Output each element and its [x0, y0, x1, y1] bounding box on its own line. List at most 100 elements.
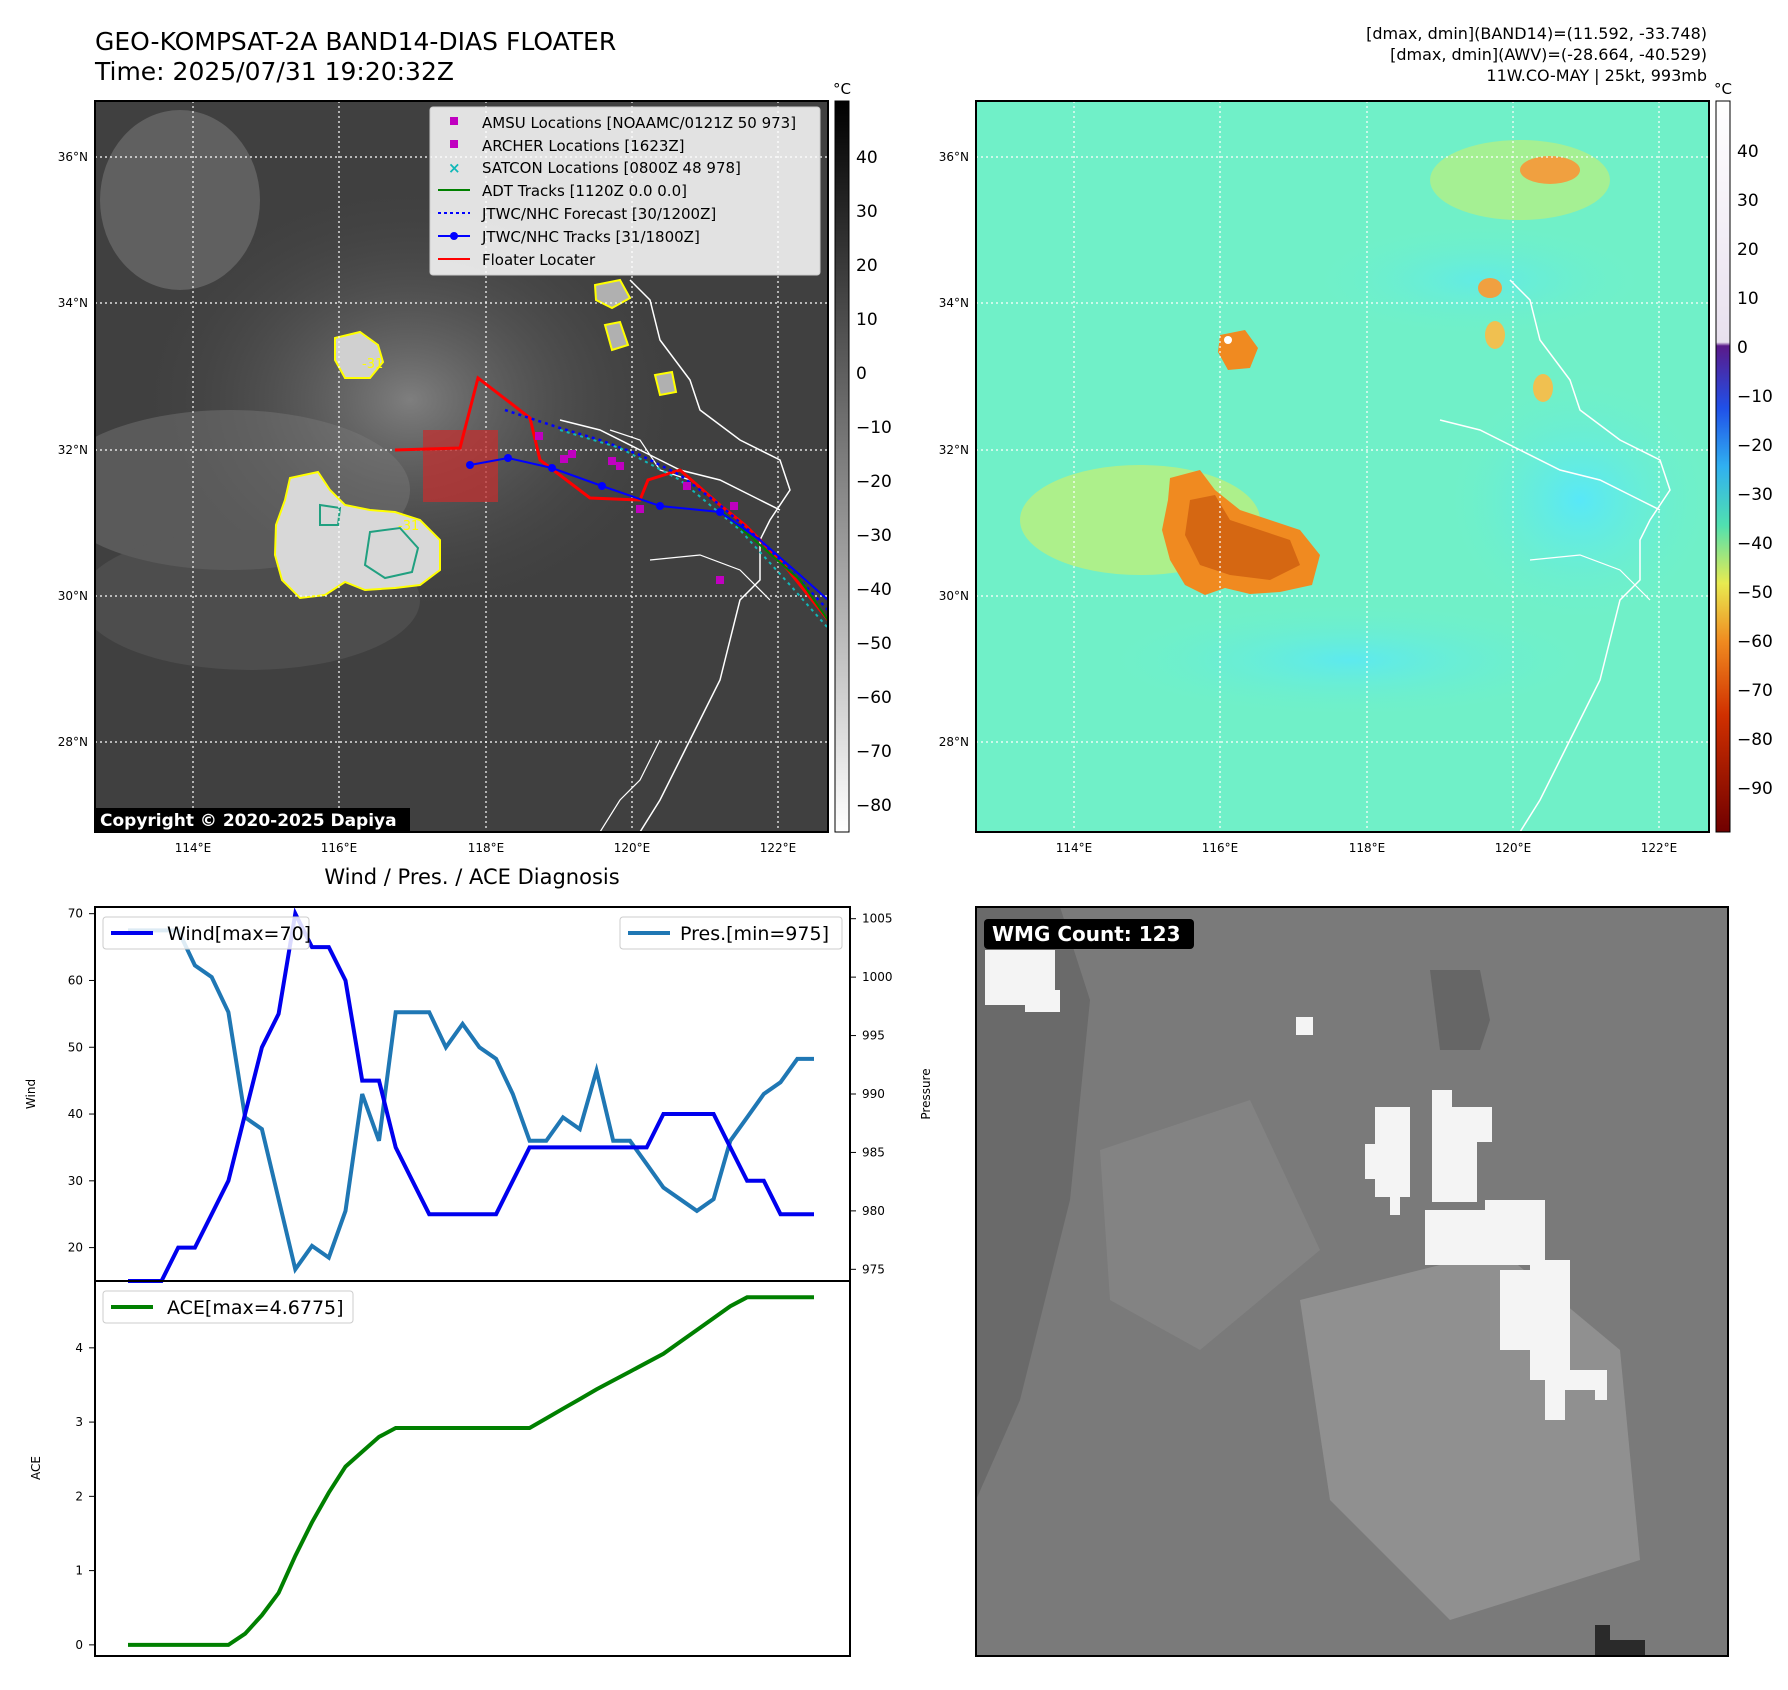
ir-colorbar-unit: °C — [833, 80, 851, 98]
satcon-x-icon: × — [448, 159, 461, 177]
awv-map-frame — [975, 100, 1710, 833]
wind-tick-label: 30 — [68, 1174, 83, 1188]
awv-lat-labels: 36°N 34°N 32°N 30°N 28°N — [939, 150, 969, 749]
pressure-series-line — [128, 928, 814, 1275]
ir-legend: AMSU Locations [NOAAMC/0121Z 50 973] ARC… — [429, 106, 821, 276]
legend-amsu: AMSU Locations [NOAAMC/0121Z 50 973] — [482, 114, 796, 132]
pressure-tick-label: 980 — [862, 1204, 885, 1218]
awv-lat-32: 32°N — [939, 443, 969, 457]
jtwc-forecast-track — [504, 408, 828, 611]
awv-convection-core — [1185, 495, 1300, 580]
awv-lon-116: 116°E — [1202, 841, 1239, 855]
ir-tick-m40: −40 — [856, 580, 892, 600]
ir-tick-30: 30 — [856, 202, 878, 222]
ir-lat-30: 30°N — [58, 589, 88, 603]
ir-cloud-north — [100, 110, 260, 290]
wind-tick-label: 60 — [68, 973, 83, 987]
river-delta — [609, 429, 691, 481]
ir-tick-0: 0 — [856, 364, 867, 384]
awv-tick-m90: −90 — [1737, 779, 1773, 799]
ace-legend-box — [102, 1290, 354, 1324]
ir-lon-114: 114°E — [175, 841, 212, 855]
wind-tick-label: 50 — [68, 1040, 83, 1054]
ace-legend-label: ACE[max=4.6775] — [167, 1297, 344, 1319]
awv-lat-28: 28°N — [939, 735, 969, 749]
wmg-dark-pixels — [1595, 1625, 1645, 1656]
ir-tick-m20: −20 — [856, 472, 892, 492]
awv-cluster-ne-1 — [1520, 156, 1580, 184]
wind-tick-label: 70 — [68, 907, 83, 921]
ace-tick-label: 0 — [75, 1638, 83, 1652]
legend-forecast: JTWC/NHC Forecast [30/1200Z] — [481, 205, 716, 223]
ir-tick-m30: −30 — [856, 526, 892, 546]
ir-lat-28: 28°N — [58, 735, 88, 749]
ir-tick-m70: −70 — [856, 742, 892, 762]
awv-tick-40: 40 — [1737, 142, 1759, 162]
wind-tick-label: 20 — [68, 1241, 83, 1255]
storm-info: 11W.CO-MAY | 25kt, 993mb — [1486, 66, 1707, 85]
track-dot-icon — [450, 232, 458, 240]
awv-cold-spot — [1224, 336, 1232, 344]
ir-lon-labels: 114°E 116°E 118°E 120°E 122°E — [175, 841, 797, 855]
pressure-tick-label: 990 — [862, 1087, 885, 1101]
ace-tick-label: 3 — [75, 1415, 83, 1429]
legend-box — [429, 106, 821, 276]
awv-bay — [1529, 554, 1651, 601]
figure-title: GEO-KOMPSAT-2A BAND14-DIAS FLOATER — [95, 27, 616, 56]
awv-moist-band — [1090, 600, 1610, 720]
awv-colorbar — [1715, 100, 1731, 833]
wmg-count-label: WMG Count: 123 — [992, 922, 1181, 946]
awv-tick-m50: −50 — [1737, 583, 1773, 603]
legend-satcon: SATCON Locations [0800Z 48 978] — [482, 159, 741, 177]
wind-series-line — [128, 907, 814, 1283]
ir-lon-122: 122°E — [760, 841, 797, 855]
wmg-dark-region-west — [976, 907, 1090, 1500]
awv-lon-120: 120°E — [1495, 841, 1532, 855]
ir-tick-m80: −80 — [856, 796, 892, 816]
awv-map-panel: 36°N 34°N 32°N 30°N 28°N 114°E 116°E 118… — [939, 80, 1773, 855]
awv-coastline — [1509, 279, 1671, 832]
awv-lon-114: 114°E — [1056, 841, 1093, 855]
awv-colorbar-unit: °C — [1714, 80, 1732, 98]
pressure-tick-label: 985 — [862, 1145, 885, 1159]
wmg-bright-pixels — [985, 950, 1607, 1420]
stats-awv: [dmax, dmin](AWV)=(-28.664, -40.529) — [1390, 45, 1707, 64]
wind-tick-label: 40 — [68, 1107, 83, 1121]
coastline-south — [599, 739, 661, 832]
ir-map-frame — [94, 100, 829, 833]
wind-y-ticks: 70 60 50 40 30 20 — [68, 907, 95, 1255]
hangzhou-bay — [649, 554, 771, 601]
awv-tick-m60: −60 — [1737, 632, 1773, 652]
awv-tick-m80: −80 — [1737, 730, 1773, 750]
ir-cloud-shield — [120, 170, 700, 630]
ace-tick-label: 2 — [75, 1489, 83, 1503]
awv-moist-region-east — [1440, 370, 1709, 630]
awv-tick-0: 0 — [1737, 338, 1748, 358]
cold-cloud-cluster-main — [273, 470, 441, 600]
pressure-tick-label: 975 — [862, 1262, 885, 1276]
ir-lat-34: 34°N — [58, 296, 88, 310]
contour-label-north: -31 — [362, 357, 383, 372]
pressure-tick-label: 1000 — [862, 970, 893, 984]
deep-convection-contour — [363, 526, 420, 580]
pressure-legend-box — [619, 916, 843, 950]
ir-lon-118: 118°E — [468, 841, 505, 855]
archer-marker-icon — [450, 140, 458, 148]
ir-colorbar — [834, 100, 850, 833]
coastline — [629, 279, 791, 832]
awv-colorbar-ticks: 40 30 20 10 0 −10 −20 −30 −40 −50 −60 −7… — [1737, 142, 1773, 799]
wind-legend-box — [102, 916, 310, 950]
ir-lat-36: 36°N — [58, 150, 88, 164]
deep-convection-contour-2 — [319, 503, 342, 526]
ir-tick-10: 10 — [856, 310, 878, 330]
cold-cloud-cluster-north — [334, 330, 385, 379]
awv-lat-36: 36°N — [939, 150, 969, 164]
pressure-legend-label: Pres.[min=975] — [680, 923, 829, 945]
awv-lon-122: 122°E — [1641, 841, 1678, 855]
ace-axis-label: ACE — [29, 1456, 43, 1480]
wmg-mid-region — [1100, 1100, 1320, 1350]
pressure-y-ticks: 1005 1000 995 990 985 980 975 — [850, 912, 893, 1276]
awv-tick-20: 20 — [1737, 240, 1759, 260]
awv-tick-m20: −20 — [1737, 436, 1773, 456]
